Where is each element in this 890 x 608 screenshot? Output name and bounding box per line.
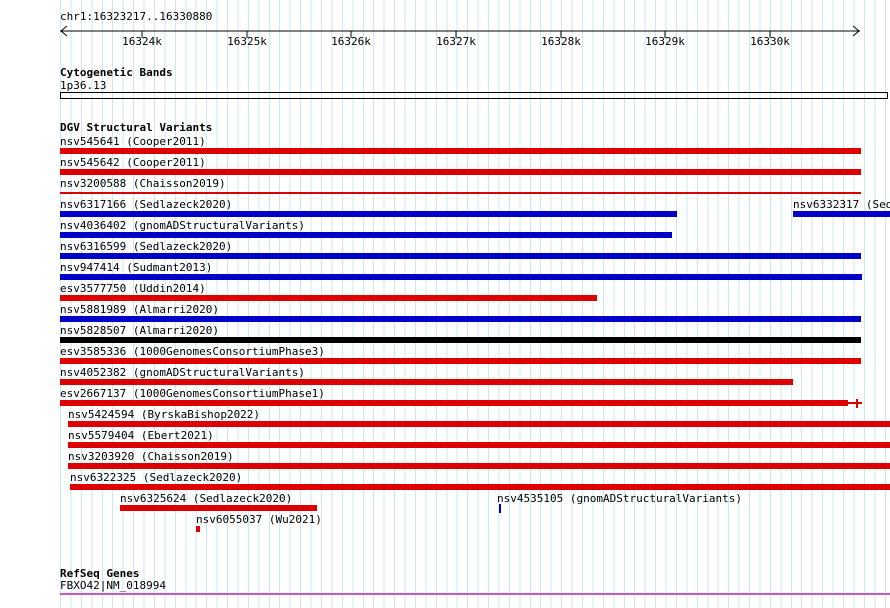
variant-label[interactable]: nsv6332317 (Sedlazeck2020)	[793, 198, 890, 211]
cytoband-box[interactable]	[60, 92, 888, 99]
variant-label[interactable]: nsv4036402 (gnomADStructuralVariants)	[60, 219, 306, 232]
variant-label[interactable]: nsv545642 (Cooper2011)	[60, 156, 206, 169]
variant-label[interactable]: esv3585336 (1000GenomesConsortiumPhase3)	[60, 345, 325, 358]
variant-label[interactable]: nsv3200588 (Chaisson2019)	[60, 177, 226, 190]
dgv-track-title[interactable]: DGV Structural Variants	[60, 121, 213, 134]
ruler-tick-label: 16327k	[436, 35, 476, 48]
variant-tick[interactable]	[499, 504, 501, 513]
variant-bar[interactable]	[60, 274, 862, 280]
variant-bar[interactable]	[60, 316, 861, 322]
variant-label[interactable]: nsv947414 (Sudmant2013)	[60, 261, 213, 274]
variant-label[interactable]: nsv6325624 (Sedlazeck2020)	[120, 492, 293, 505]
variant-bar[interactable]	[60, 148, 861, 154]
variant-bar[interactable]	[120, 505, 317, 511]
variant-bar[interactable]	[60, 337, 861, 343]
variant-label[interactable]: nsv6317166 (Sedlazeck2020)	[60, 198, 233, 211]
variant-label[interactable]: nsv6316599 (Sedlazeck2020)	[60, 240, 233, 253]
variant-bar[interactable]	[60, 379, 793, 385]
variant-bar[interactable]	[68, 442, 890, 448]
variant-bar[interactable]	[60, 211, 677, 217]
variant-bar[interactable]	[60, 169, 861, 175]
cytoband-name: 1p36.13	[60, 79, 107, 92]
variant-label[interactable]: nsv4052382 (gnomADStructuralVariants)	[60, 366, 306, 379]
variant-tick[interactable]	[856, 399, 858, 408]
variant-bar[interactable]	[60, 232, 672, 238]
variant-bar[interactable]	[60, 358, 861, 364]
ruler-arrow-right-icon	[852, 25, 860, 37]
variant-label[interactable]: nsv5424594 (ByrskaBishop2022)	[68, 408, 261, 421]
variant-bar[interactable]	[70, 484, 890, 490]
ruler-tick-label: 16326k	[331, 35, 371, 48]
variant-bar[interactable]	[68, 421, 890, 427]
refseq-gene-line[interactable]	[60, 593, 890, 595]
ruler-tick-label: 16325k	[227, 35, 267, 48]
variant-label[interactable]: nsv3203920 (Chaisson2019)	[68, 450, 234, 463]
variant-bar[interactable]	[793, 211, 890, 217]
refseq-gene-label[interactable]: FBXO42|NM_018994	[60, 579, 166, 592]
variant-bar[interactable]	[68, 463, 890, 469]
cytoband-track-title[interactable]: Cytogenetic Bands	[60, 66, 173, 79]
variant-label[interactable]: nsv4535105 (gnomADStructuralVariants)	[497, 492, 743, 505]
variant-label[interactable]: nsv6322325 (Sedlazeck2020)	[70, 471, 243, 484]
position-title: chr1:16323217..16330880	[60, 10, 213, 23]
ruler-arrow-left-icon	[60, 25, 68, 37]
variant-line[interactable]	[848, 402, 862, 404]
variant-bar[interactable]	[60, 295, 597, 301]
variant-label[interactable]: esv2667137 (1000GenomesConsortiumPhase1)	[60, 387, 325, 400]
variant-bar[interactable]	[60, 253, 861, 259]
variant-label[interactable]: nsv6055037 (Wu2021)	[196, 513, 322, 526]
variant-label[interactable]: esv3577750 (Uddin2014)	[60, 282, 206, 295]
variant-label[interactable]: nsv5828507 (Almarri2020)	[60, 324, 219, 337]
ruler-ticks	[141, 31, 771, 38]
variant-bar[interactable]	[196, 526, 200, 532]
ruler-tick-label: 16328k	[541, 35, 581, 48]
variant-label[interactable]: nsv5579404 (Ebert2021)	[68, 429, 214, 442]
ruler-tick-label: 16329k	[645, 35, 685, 48]
variant-line[interactable]	[60, 192, 861, 194]
refseq-track-title[interactable]: RefSeq Genes	[60, 567, 140, 580]
variant-bar[interactable]	[60, 400, 848, 406]
variant-label[interactable]: nsv5881989 (Almarri2020)	[60, 303, 219, 316]
ruler-tick-label: 16324k	[122, 35, 162, 48]
ruler-tick-label: 16330k	[750, 35, 790, 48]
ruler	[60, 25, 860, 38]
variant-label[interactable]: nsv545641 (Cooper2011)	[60, 135, 206, 148]
